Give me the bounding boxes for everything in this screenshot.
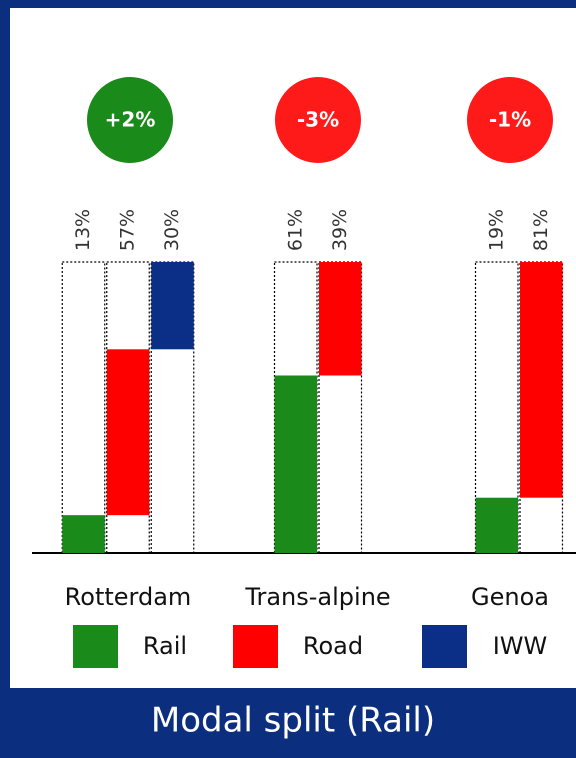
change-badge [467,77,553,163]
column-outline [474,261,519,554]
change-label: -3% [297,108,339,132]
category-label: Rotterdam [65,583,192,611]
category-label: Genoa [471,583,549,611]
chart-title: Modal split (Rail) [151,701,435,741]
bar [274,375,317,553]
legend-swatch [73,625,118,668]
data-label: 19% [485,209,507,251]
legend-label: IWW [493,632,548,660]
data-label: 57% [117,209,139,251]
legend-swatch [233,625,278,668]
change-badge [275,77,361,163]
bar [151,262,194,350]
category-label: Trans-alpine [244,583,390,611]
data-label: 39% [329,209,351,251]
bar [62,515,105,553]
legend-label: Road [303,632,363,660]
bar [520,262,563,498]
legend-label: Rail [143,632,187,660]
change-label: -1% [489,108,531,132]
change-label: +2% [105,108,156,132]
bar [475,497,518,553]
data-label: 81% [530,209,552,251]
column-outline [61,261,106,554]
data-label: 13% [72,209,94,251]
legend-swatch [422,625,467,668]
data-label: 61% [284,209,306,251]
data-label: 30% [161,209,183,251]
bar [106,349,150,516]
change-badge [87,77,173,163]
bar [319,262,362,376]
